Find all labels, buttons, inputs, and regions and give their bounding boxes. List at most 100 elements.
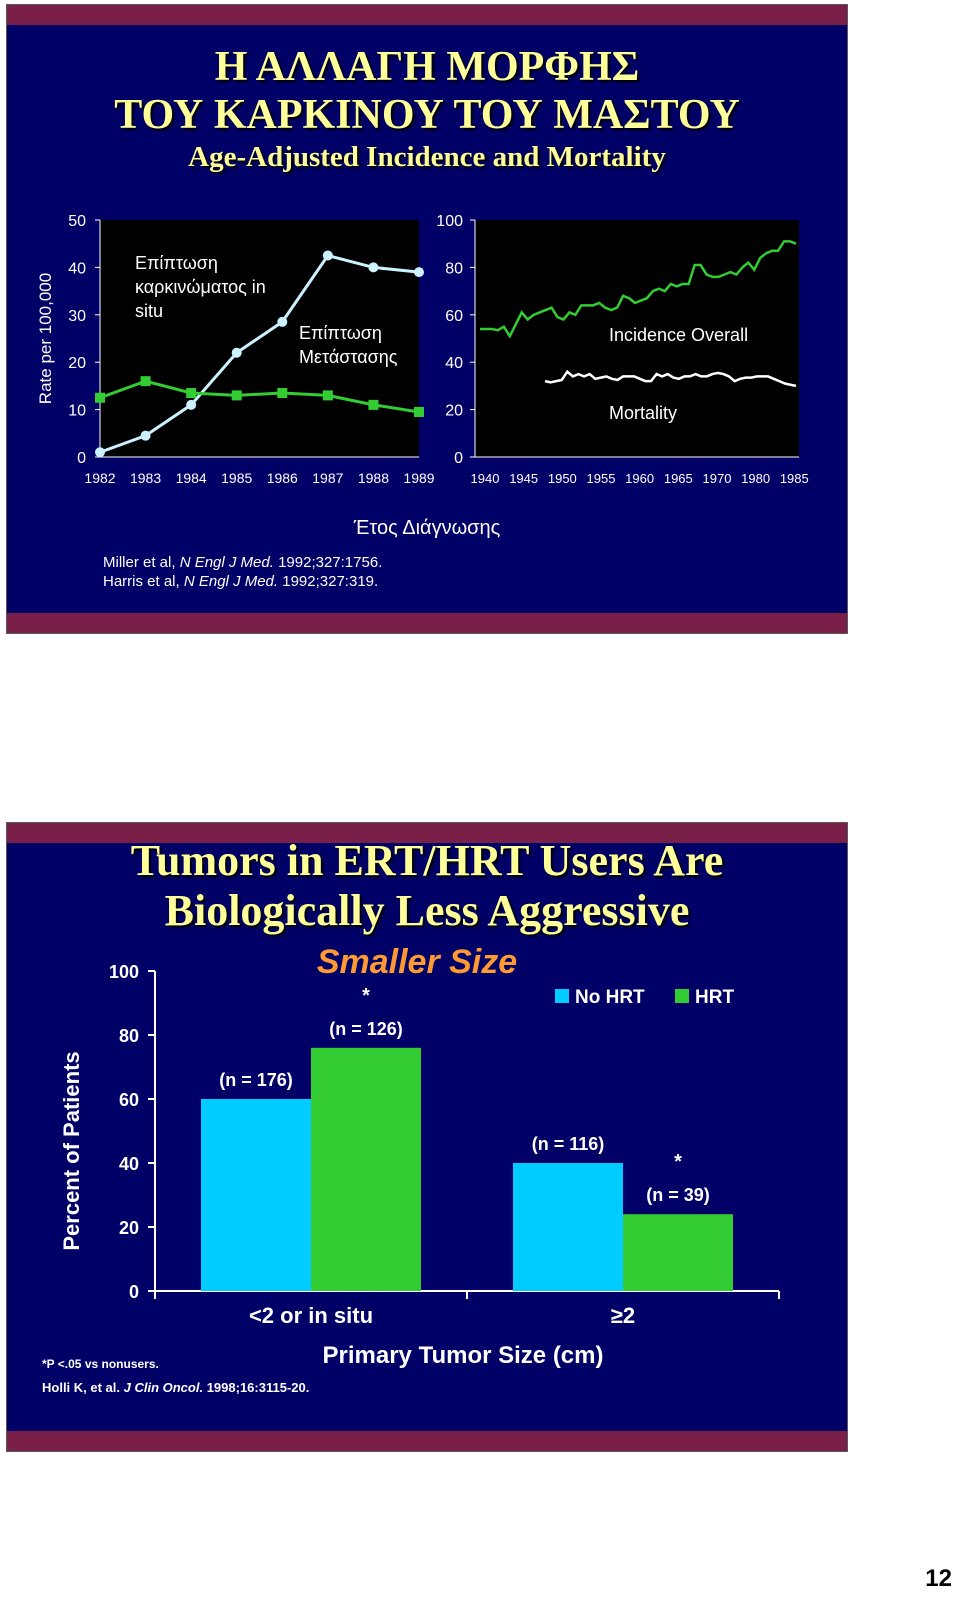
y-tick-label: 0 [129, 1282, 139, 1302]
x-tick-label: 1983 [130, 470, 161, 486]
legend-label: HRT [695, 987, 734, 1008]
y-tick-label: 30 [68, 308, 86, 325]
x-tick-label: 1955 [587, 471, 616, 486]
x-tick-label: 1989 [403, 470, 434, 486]
y-tick-label: 80 [445, 260, 463, 277]
slide-incidence-mortality: Η ΑΛΛΑΓΗ ΜΟΡΦΗΣ ΤΟΥ ΚΑΡΚΙΝΟΥ ΤΟΥ ΜΑΣΤΟΥ … [6, 4, 848, 634]
legend-label: No HRT [575, 987, 645, 1008]
x-tick-label: 1986 [267, 470, 298, 486]
data-point-metastasis [186, 388, 197, 399]
data-point-metastasis [277, 388, 288, 399]
y-tick-label: 100 [436, 213, 463, 230]
y-axis-title: Rate per 100,000 [36, 273, 55, 404]
x-tick-label: 1988 [358, 470, 389, 486]
slide-top-band [7, 5, 847, 25]
y-tick-label: 40 [68, 260, 86, 277]
slide-top-band [7, 823, 847, 843]
series-label-metastasis: Επίπτωση [299, 323, 382, 343]
plot-area [475, 220, 799, 457]
data-point-metastasis [414, 406, 424, 417]
bar-hrt [311, 1047, 421, 1291]
x-tick-label: 1965 [664, 471, 693, 486]
slide-tumors-hrt: Tumors in ERT/HRT Users Are Biologically… [6, 822, 848, 1452]
legend-swatch [555, 989, 569, 1003]
data-point-in-situ [322, 250, 333, 261]
y-axis-title: Percent of Patients [59, 1051, 84, 1250]
reference-harris: Harris et al, N Engl J Med. 1992;327:319… [103, 573, 379, 590]
y-tick-label: 20 [68, 355, 86, 372]
x-tick-label: 1940 [471, 471, 500, 486]
y-tick-label: 100 [109, 962, 139, 982]
bar-n-label: (n = 126) [329, 1019, 403, 1039]
data-point-in-situ [368, 262, 379, 273]
x-tick-label: 1945 [509, 471, 538, 486]
slide1-x-axis-title: Έτος Διάγνωσης [353, 517, 501, 539]
x-tick-label: 1985 [221, 470, 252, 486]
incidence-mortality-trend-chart: 0 20 40 60 80 100 1940 1945 1950 1955 1960 1965 1970… [436, 213, 809, 486]
bar-n-label: (n = 116) [532, 1134, 605, 1154]
x-tick-label: 1970 [703, 471, 732, 486]
slide1-title-line1: Η ΑΛΛΑΓΗ ΜΟΡΦΗΣ [214, 44, 640, 90]
data-point-in-situ [277, 316, 288, 327]
footnote: *P <.05 vs nonusers. [42, 1357, 159, 1371]
slide2-title-line1: Tumors in ERT/HRT Users Are [130, 836, 724, 885]
series-label-in-situ: situ [135, 301, 163, 321]
data-point-in-situ [414, 267, 424, 278]
y-tick-label: 60 [119, 1090, 139, 1110]
incidence-overall-label: Incidence Overall [609, 325, 748, 345]
data-point-in-situ [140, 430, 151, 441]
reference-holli: Holli K, et al. J Clin Oncol. 1998;16:31… [42, 1380, 310, 1395]
y-tick-label: 10 [68, 403, 86, 420]
data-point-in-situ [231, 347, 242, 358]
tumor-size-bar-chart: 0 20 40 60 80 100 Percent of Patients Smaller S… [59, 943, 780, 1369]
significance-star: * [362, 985, 370, 1007]
data-point-metastasis [95, 392, 105, 403]
y-tick-label: 0 [77, 450, 86, 467]
slide-bottom-band [7, 1431, 847, 1451]
slide2-title-line2: Biologically Less Aggressive [164, 886, 690, 935]
slide-bottom-band [7, 613, 847, 633]
data-point-in-situ [186, 399, 197, 410]
x-tick-label: 1984 [176, 470, 207, 486]
x-tick-label: 1950 [548, 471, 577, 486]
x-axis-title: Primary Tumor Size (cm) [323, 1342, 604, 1369]
category-label: <2 or in situ [249, 1303, 373, 1328]
x-tick-label: 1987 [312, 470, 343, 486]
data-point-metastasis [322, 390, 333, 401]
bar-hrt [623, 1214, 733, 1291]
x-tick-label: 1960 [625, 471, 654, 486]
mortality-label: Mortality [609, 403, 677, 423]
series-label-in-situ: Επίπτωση [135, 253, 218, 273]
legend-swatch [675, 989, 689, 1003]
incidence-overall-line [480, 240, 797, 339]
series-line-1 [99, 379, 420, 414]
data-point-metastasis [231, 390, 242, 401]
series-label-metastasis: Μετάστασης [299, 347, 398, 367]
y-tick-label: 80 [119, 1026, 139, 1046]
bar-no-hrt [201, 1099, 311, 1291]
x-tick-label: 1982 [84, 470, 115, 486]
data-point-metastasis [368, 399, 379, 410]
bar-n-label: (n = 39) [646, 1185, 710, 1205]
y-tick-label: 20 [445, 403, 463, 420]
x-tick-label: 1985 [780, 471, 809, 486]
data-point-metastasis [140, 376, 151, 387]
bar-no-hrt [513, 1163, 623, 1291]
bar-n-label: (n = 176) [219, 1070, 293, 1090]
y-tick-label: 40 [445, 355, 463, 372]
slide1-title-line2: ΤΟΥ ΚΑΡΚΙΝΟΥ ΤΟΥ ΜΑΣΤΟΥ [114, 92, 740, 138]
mortality-line [544, 369, 797, 388]
x-tick-label: 1980 [741, 471, 770, 486]
reference-miller: Miller et al, N Engl J Med. 1992;327:175… [103, 554, 383, 571]
y-tick-label: 0 [454, 450, 463, 467]
page-number: 12 [925, 1565, 952, 1592]
significance-star: * [674, 1151, 682, 1173]
y-tick-label: 20 [119, 1218, 139, 1238]
data-point-in-situ [95, 447, 105, 458]
incidence-by-stage-chart: 0 10 20 30 40 50 1982 1983 1984 1985 1986 1987 1988 1… [36, 213, 435, 486]
series-label-in-situ: καρκινώματος in [135, 277, 266, 297]
chart-title: Smaller Size [317, 943, 517, 981]
y-tick-label: 50 [68, 213, 86, 230]
series-line-0 [99, 253, 420, 454]
slide1-subtitle: Age-Adjusted Incidence and Mortality [188, 141, 666, 173]
